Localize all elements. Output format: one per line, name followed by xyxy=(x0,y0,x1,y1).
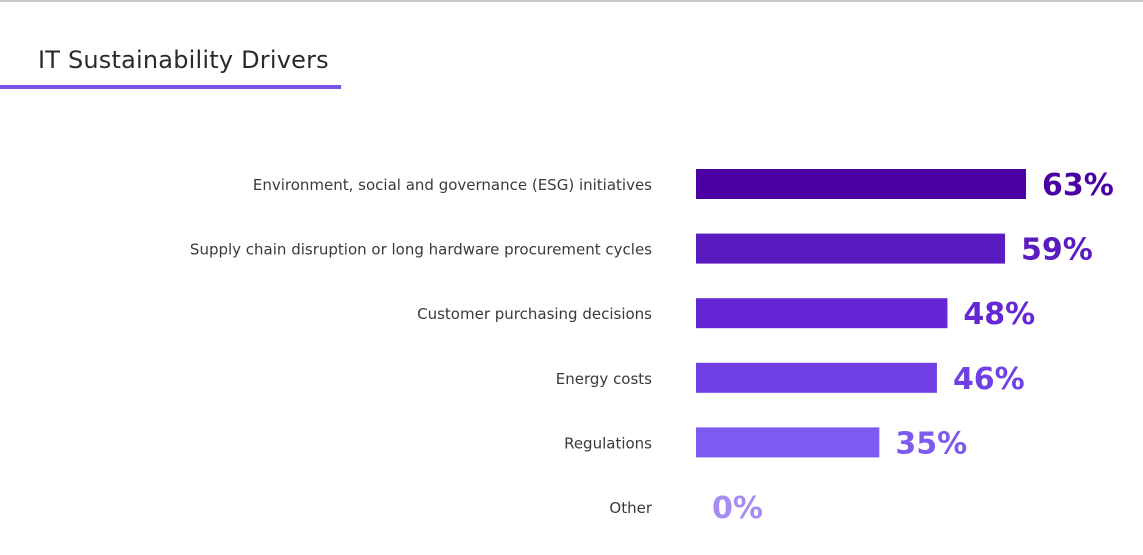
category-label: Environment, social and governance (ESG)… xyxy=(253,176,652,194)
category-label: Energy costs xyxy=(556,370,652,388)
bar xyxy=(696,233,1006,264)
top-divider xyxy=(0,0,1143,2)
value-label: 46% xyxy=(953,362,1025,397)
value-label: 63% xyxy=(1042,168,1114,203)
page-title: IT Sustainability Drivers xyxy=(38,46,329,74)
bars-group: Environment, social and governance (ESG)… xyxy=(190,168,1114,526)
title-underline xyxy=(0,85,341,89)
bar xyxy=(696,169,1026,199)
bar xyxy=(696,298,948,329)
category-label: Regulations xyxy=(564,434,652,452)
bar xyxy=(696,427,880,458)
value-label: 59% xyxy=(1021,233,1093,268)
value-label: 48% xyxy=(963,297,1035,332)
bar xyxy=(696,362,937,393)
category-label: Customer purchasing decisions xyxy=(417,305,652,323)
value-label: 0% xyxy=(712,491,763,526)
category-label: Other xyxy=(609,499,652,517)
value-label: 35% xyxy=(895,426,967,461)
category-label: Supply chain disruption or long hardware… xyxy=(190,241,652,259)
